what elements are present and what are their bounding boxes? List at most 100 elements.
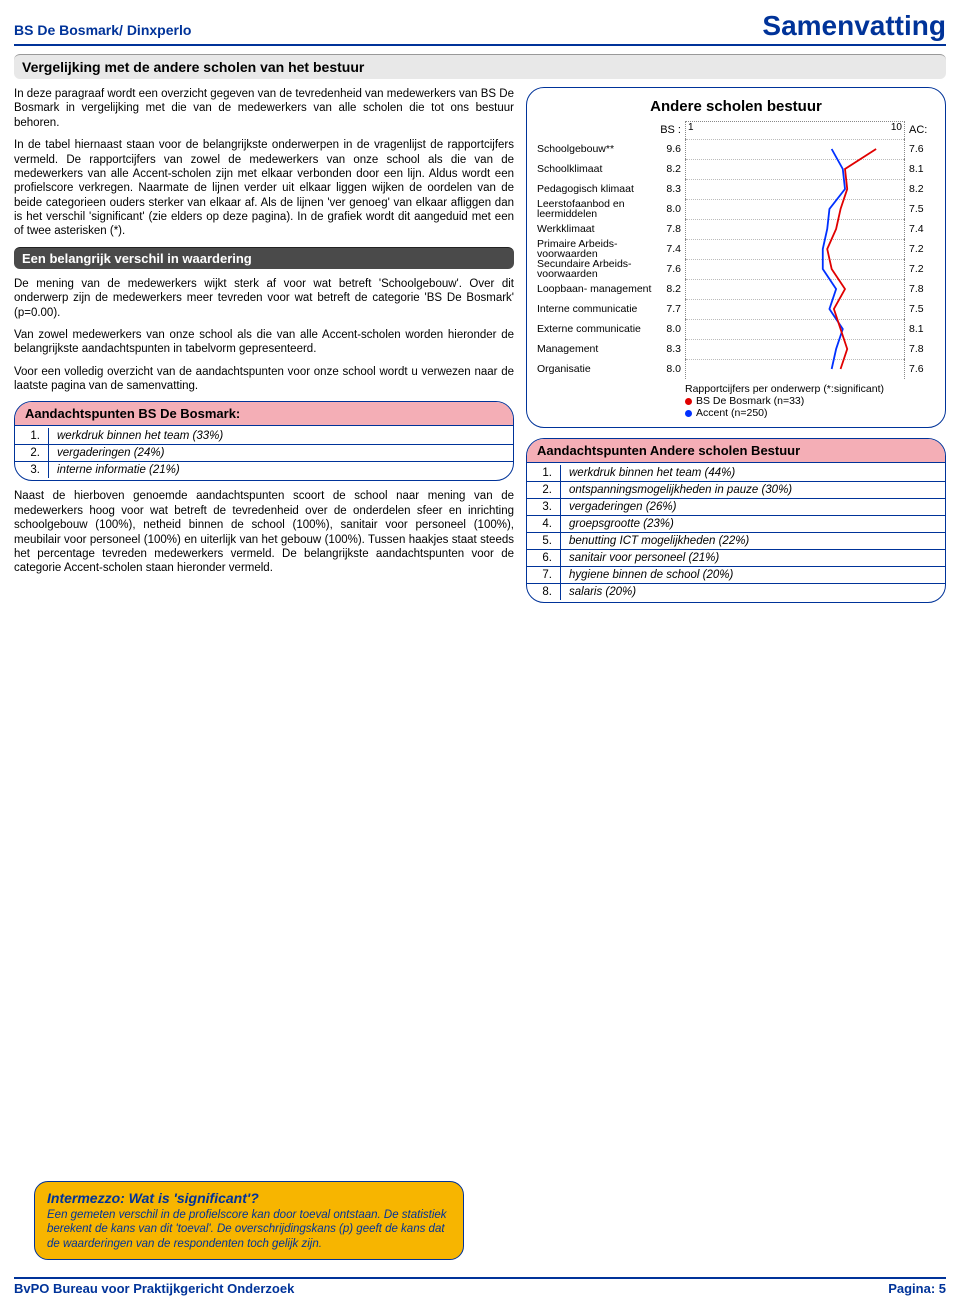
legend-label-bs: BS De Bosmark (n=33) — [696, 395, 804, 407]
value-ac: 7.6 — [905, 363, 935, 375]
chart-row: Werkklimaat7.8 7.4 — [537, 219, 935, 239]
list-item: 7.hygiene binnen de school (20%) — [527, 566, 945, 583]
item-text: ontspanningsmogelijkheden in pauze (30%) — [561, 482, 945, 498]
profile-chart: Andere scholen bestuur BS :110AC:Schoolg… — [526, 87, 946, 428]
right-column: Andere scholen bestuur BS :110AC:Schoolg… — [526, 87, 946, 611]
sub-section-title: Een belangrijk verschil in waardering — [14, 247, 514, 269]
row-label: Externe communicatie — [537, 324, 655, 335]
list-item: 1.werkdruk binnen het team (33%) — [15, 428, 513, 444]
row-label: Secundaire Arbeids- voorwaarden — [537, 259, 655, 280]
footer-left: BvPO Bureau voor Praktijkgericht Onderzo… — [14, 1281, 294, 1296]
value-bs: 8.0 — [655, 203, 685, 215]
chart-row: Management8.37.8 — [537, 339, 935, 359]
col-ac-head: AC: — [905, 124, 935, 136]
value-ac: 7.2 — [905, 243, 935, 255]
list-item: 1.werkdruk binnen het team (44%) — [527, 465, 945, 481]
value-ac: 7.5 — [905, 203, 935, 215]
chart-row: Externe communicatie8.08.1 — [537, 319, 935, 339]
list-item: 5.benutting ICT mogelijkheden (22%) — [527, 532, 945, 549]
paragraph: De mening van de medewerkers wijkt sterk… — [14, 277, 514, 320]
item-text: vergaderingen (24%) — [49, 445, 513, 461]
item-number: 2. — [527, 482, 561, 498]
value-bs: 8.3 — [655, 183, 685, 195]
header-right: Samenvatting — [762, 10, 946, 42]
paragraph: In deze paragraaf wordt een overzicht ge… — [14, 87, 514, 130]
value-ac: 7.8 — [905, 283, 935, 295]
item-number: 1. — [15, 428, 49, 444]
list-item: 2.ontspanningsmogelijkheden in pauze (30… — [527, 481, 945, 498]
intermezzo-title: Intermezzo: Wat is 'significant'? — [47, 1190, 451, 1206]
legend-title: Rapportcijfers per onderwerp (*:signific… — [685, 383, 935, 395]
item-text: hygiene binnen de school (20%) — [561, 567, 945, 583]
list-item: 3.vergaderingen (26%) — [527, 498, 945, 515]
paragraph: In de tabel hiernaast staan voor de bela… — [14, 138, 514, 239]
box-title: Aandachtspunten BS De Bosmark: — [15, 402, 513, 426]
row-label: Pedagogisch klimaat — [537, 184, 655, 195]
item-number: 1. — [527, 465, 561, 481]
row-label: Primaire Arbeids- voorwaarden — [537, 239, 655, 260]
chart-row: Loopbaan- management8.2 7.8 — [537, 279, 935, 299]
chart-row: Primaire Arbeids- voorwaarden7.4 7.2 — [537, 239, 935, 259]
list-item: 2.vergaderingen (24%) — [15, 444, 513, 461]
item-text: werkdruk binnen het team (44%) — [561, 465, 945, 481]
item-number: 4. — [527, 516, 561, 532]
row-label: Leerstofaanbod en leermiddelen — [537, 199, 655, 220]
value-bs: 7.8 — [655, 223, 685, 235]
item-text: werkdruk binnen het team (33%) — [49, 428, 513, 444]
value-bs: 8.2 — [655, 283, 685, 295]
paragraph: Van zowel medewerkers van onze school al… — [14, 328, 514, 357]
value-ac: 8.1 — [905, 163, 935, 175]
item-number: 7. — [527, 567, 561, 583]
box-title: Aandachtspunten Andere scholen Bestuur — [527, 439, 945, 463]
row-label: Werkklimaat — [537, 224, 655, 235]
intermezzo-body: Een gemeten verschil in de profielscore … — [47, 1208, 451, 1251]
item-text: interne informatie (21%) — [49, 462, 513, 478]
chart-row: Leerstofaanbod en leermiddelen8.0 7.5 — [537, 199, 935, 219]
row-label: Organisatie — [537, 364, 655, 375]
value-bs: 7.7 — [655, 303, 685, 315]
aandachtspunten-bosmark-box: Aandachtspunten BS De Bosmark: 1.werkdru… — [14, 401, 514, 481]
legend-label-accent: Accent (n=250) — [696, 407, 768, 419]
chart-row: Organisatie8.0 7.6 — [537, 359, 935, 379]
chart-legend: Rapportcijfers per onderwerp (*:signific… — [537, 383, 935, 419]
value-ac: 7.5 — [905, 303, 935, 315]
paragraph: Naast de hierboven genoemde aandachtspun… — [14, 489, 514, 575]
value-ac: 7.4 — [905, 223, 935, 235]
value-bs: 8.2 — [655, 163, 685, 175]
value-ac: 7.2 — [905, 263, 935, 275]
item-text: groepsgrootte (23%) — [561, 516, 945, 532]
aandachtspunten-bestuur-box: Aandachtspunten Andere scholen Bestuur 1… — [526, 438, 946, 603]
row-label: Management — [537, 344, 655, 355]
page-footer: BvPO Bureau voor Praktijkgericht Onderzo… — [14, 1277, 946, 1296]
section-title: Vergelijking met de andere scholen van h… — [14, 54, 946, 79]
legend-dot-accent — [685, 410, 692, 417]
item-number: 3. — [15, 462, 49, 478]
item-text: vergaderingen (26%) — [561, 499, 945, 515]
intermezzo-box: Intermezzo: Wat is 'significant'? Een ge… — [34, 1181, 464, 1260]
value-bs: 8.0 — [655, 363, 685, 375]
row-label: Interne communicatie — [537, 304, 655, 315]
page-header: BS De Bosmark/ Dinxperlo Samenvatting — [14, 10, 946, 46]
chart-row: Interne communicatie7.7 7.5 — [537, 299, 935, 319]
value-ac: 8.2 — [905, 183, 935, 195]
item-number: 2. — [15, 445, 49, 461]
row-label: Schoolgebouw** — [537, 144, 655, 155]
row-label: Schoolklimaat — [537, 164, 655, 175]
chart-row: Schoolklimaat8.2 8.1 — [537, 159, 935, 179]
header-left: BS De Bosmark/ Dinxperlo — [14, 22, 191, 38]
value-bs: 8.0 — [655, 323, 685, 335]
list-item: 6.sanitair voor personeel (21%) — [527, 549, 945, 566]
row-label: Loopbaan- management — [537, 284, 655, 295]
chart-title: Andere scholen bestuur — [537, 98, 935, 115]
item-text: benutting ICT mogelijkheden (22%) — [561, 533, 945, 549]
value-bs: 7.6 — [655, 263, 685, 275]
list-item: 8.salaris (20%) — [527, 583, 945, 600]
list-item: 4.groepsgrootte (23%) — [527, 515, 945, 532]
list-item: 3.interne informatie (21%) — [15, 461, 513, 478]
item-number: 8. — [527, 584, 561, 600]
value-ac: 7.8 — [905, 343, 935, 355]
item-text: salaris (20%) — [561, 584, 945, 600]
value-bs: 7.4 — [655, 243, 685, 255]
item-text: sanitair voor personeel (21%) — [561, 550, 945, 566]
item-number: 5. — [527, 533, 561, 549]
